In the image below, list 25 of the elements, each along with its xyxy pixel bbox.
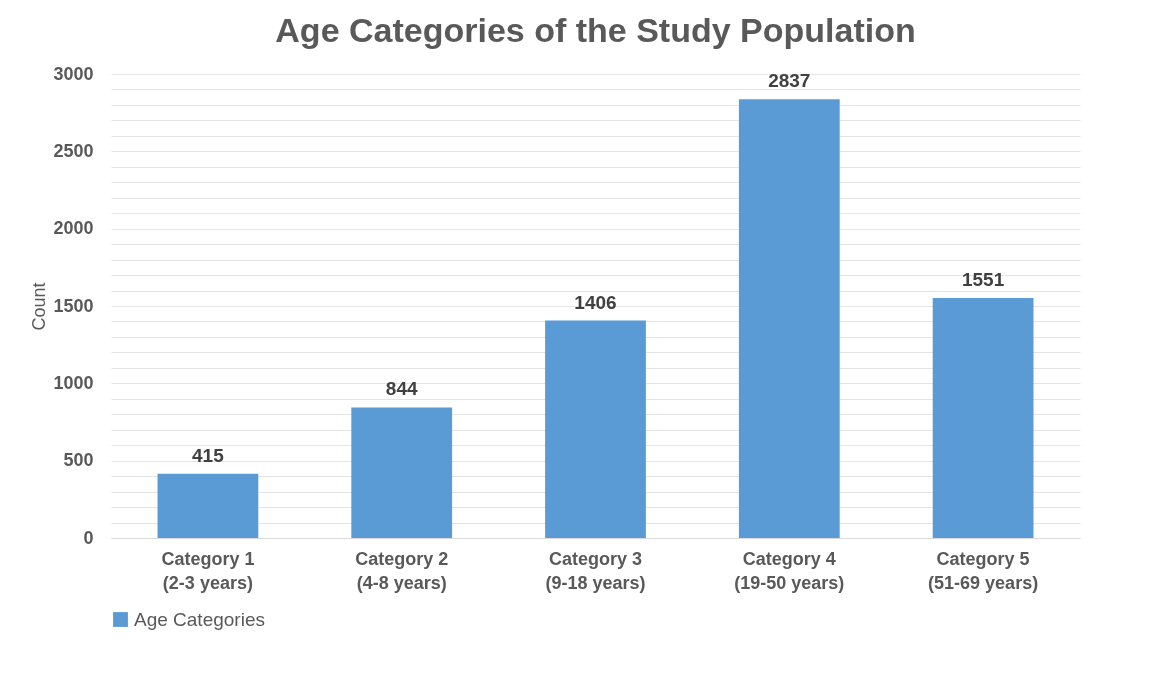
data-label: 2837: [768, 70, 811, 92]
y-tick-label: 0: [83, 527, 94, 548]
y-tick-label: 1500: [53, 295, 94, 316]
bar: [932, 298, 1034, 538]
chart-title: Age Categories of the Study Population: [275, 11, 916, 49]
bar: [545, 320, 646, 538]
bar: [738, 99, 840, 538]
x-tick-label: Category 3 (9-18 years): [545, 548, 646, 593]
x-tick-label: Category 1 (2-3 years): [161, 548, 255, 593]
data-label: 1406: [574, 291, 617, 313]
y-axis-title: Count: [29, 282, 50, 331]
x-tick-label: Category 4 (19-50 years): [734, 548, 845, 593]
bar: [351, 407, 453, 538]
y-tick-label: 1000: [53, 372, 94, 393]
data-label: 415: [192, 444, 225, 466]
data-label: 844: [385, 378, 418, 400]
y-tick-label: 2500: [53, 140, 94, 161]
x-tick-label: Category 5 (51-69 years): [928, 548, 1039, 593]
bar: [157, 473, 259, 538]
y-tick-label: 500: [63, 450, 94, 471]
data-label: 1551: [961, 269, 1005, 291]
y-tick-label: 2000: [53, 218, 94, 239]
x-tick-label: Category 2 (4-8 years): [355, 548, 449, 593]
y-tick-label: 3000: [53, 63, 94, 84]
legend-label: Age Categories: [134, 608, 265, 630]
